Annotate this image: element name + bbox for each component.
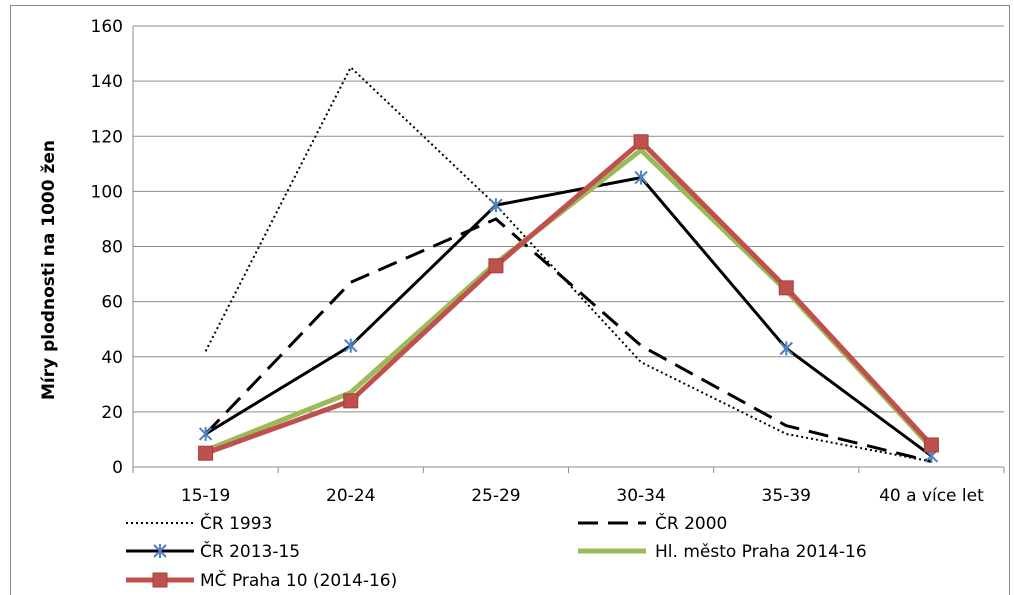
legend-label: ČR 2013-15: [200, 540, 300, 562]
x-tick-label: 40 a více let: [879, 486, 984, 506]
legend: ČR 1993 ČR 2000 ČR 2013-15 Hl. město Praha …: [126, 512, 867, 590]
series-0: [204, 66, 932, 463]
legend-item: ČR 2013-15: [126, 540, 300, 562]
series-line: [204, 66, 932, 463]
data-point-marker: [489, 198, 503, 213]
data-point-marker: [923, 437, 939, 453]
data-point-marker: [634, 170, 648, 185]
legend-label: Hl. město Praha 2014-16: [655, 542, 867, 562]
y-tick-label: 0: [112, 458, 123, 478]
data-point-marker: [198, 426, 213, 441]
data-point-marker: [153, 544, 167, 558]
x-tick-label: 35-39: [762, 486, 811, 506]
legend-label: MČ Praha 10 (2014-16): [200, 569, 397, 590]
series-3: [204, 147, 934, 453]
legend-label: ČR 1993: [200, 512, 272, 534]
data-point-marker: [198, 445, 214, 461]
series-4: [198, 134, 939, 461]
legend-item: ČR 1993: [126, 512, 272, 534]
series-line: [204, 139, 934, 456]
x-tick-label: 15-19: [181, 486, 230, 506]
data-point-marker: [633, 134, 649, 150]
x-tick-labels: 15-19 20-24 25-29 30-34 35-39 40 a více let: [181, 486, 984, 506]
data-point-marker: [152, 572, 168, 588]
gridlines: [132, 25, 1005, 473]
series-2: [198, 170, 939, 463]
chart-frame: [10, 5, 1010, 595]
y-tick-label: 160: [91, 17, 123, 37]
legend-item: ČR 2000: [578, 512, 727, 534]
series-line: [204, 176, 933, 458]
y-tick-label: 100: [91, 182, 123, 202]
y-tick-label: 140: [91, 72, 123, 92]
y-tick-label: 40: [101, 348, 123, 368]
x-tick-label: 30-34: [616, 486, 665, 506]
x-tick-label: 25-29: [471, 486, 520, 506]
legend-item: MČ Praha 10 (2014-16): [126, 569, 397, 590]
data-point-marker: [778, 280, 794, 296]
series-lines: [198, 66, 939, 463]
y-tick-label: 80: [101, 238, 123, 258]
legend-label: ČR 2000: [655, 512, 727, 534]
y-tick-label: 60: [101, 293, 123, 313]
data-point-marker: [344, 338, 358, 353]
x-tick-label: 20-24: [326, 486, 375, 506]
data-point-marker: [343, 393, 359, 409]
series-line: [204, 217, 932, 463]
series-1: [204, 217, 932, 463]
series-line: [204, 147, 934, 453]
y-tick-labels: 0 20 40 60 80 100 120 140 160: [91, 17, 123, 478]
data-point-marker: [488, 258, 504, 274]
y-tick-label: 120: [91, 127, 123, 147]
data-point-marker: [779, 341, 793, 356]
y-tick-label: 20: [101, 403, 123, 423]
y-axis-label: Míry plodnosti na 1000 žen: [39, 140, 59, 400]
legend-item: Hl. město Praha 2014-16: [578, 542, 867, 562]
